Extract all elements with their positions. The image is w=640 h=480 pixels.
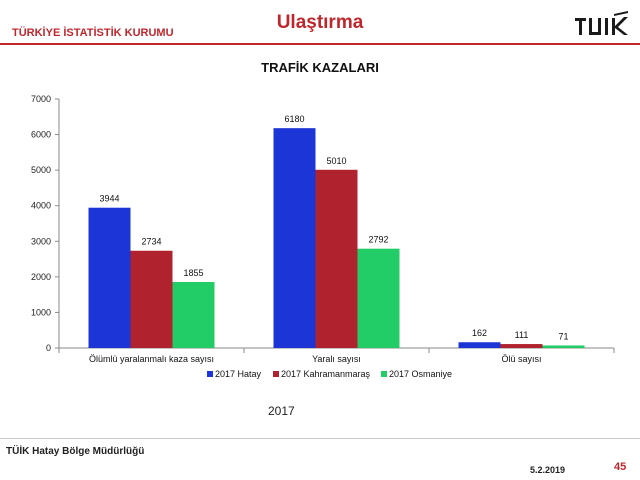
data-label: 5010: [326, 156, 346, 166]
y-tick-label: 1000: [31, 307, 51, 317]
bar-chart: 0 1000 2000 3000 4000 5000 6000 7000 3944 2734 185…: [31, 94, 615, 379]
bar: [500, 344, 543, 348]
footer-org: TÜİK Hatay Bölge Müdürlüğü: [6, 446, 145, 457]
page-number: 45: [614, 461, 627, 473]
footer-date: 5.2.2019: [530, 465, 566, 475]
legend-label: 2017 Hatay: [215, 369, 262, 379]
y-tick-label: 3000: [31, 236, 51, 246]
y-tick-label: 5000: [31, 165, 51, 175]
x-category-label: Ölü sayısı: [501, 354, 541, 364]
chart-title: TRAFİK KAZALARI: [261, 60, 379, 75]
org-name: TÜRKİYE İSTATİSTİK KURUMU: [12, 27, 174, 39]
data-label: 2792: [368, 235, 388, 245]
page-title: Ulaştırma: [276, 12, 364, 33]
legend-label: 2017 Kahramanmaraş: [281, 369, 371, 379]
data-label: 71: [558, 331, 568, 341]
y-tick-label: 6000: [31, 130, 51, 140]
data-label: 111: [515, 330, 529, 340]
legend-swatch: [273, 371, 279, 377]
y-tick-label: 0: [46, 343, 51, 353]
legend-label: 2017 Osmaniye: [389, 369, 452, 379]
header-divider: [0, 43, 640, 45]
legend-swatch: [381, 371, 387, 377]
footer-divider: [0, 438, 640, 439]
bar: [315, 169, 358, 348]
tuik-logo: [575, 11, 628, 35]
bar: [542, 345, 585, 348]
bar: [458, 342, 501, 348]
data-label: 6180: [284, 114, 304, 124]
x-category-label: Yaralı sayısı: [312, 354, 361, 364]
year-label: 2017: [268, 404, 295, 418]
data-label: 3944: [99, 194, 119, 204]
y-tick-label: 7000: [31, 94, 51, 104]
x-category-label: Ölümlü yaralanmalı kaza sayısı: [89, 354, 214, 364]
y-tick-label: 2000: [31, 272, 51, 282]
bar: [88, 207, 131, 348]
bar: [130, 250, 173, 348]
data-label: 1855: [183, 268, 203, 278]
bar: [273, 128, 316, 348]
bar: [357, 248, 400, 348]
bar: [172, 282, 215, 348]
data-label: 2734: [141, 237, 161, 247]
legend-swatch: [207, 371, 213, 377]
data-label: 162: [472, 328, 487, 338]
y-tick-label: 4000: [31, 201, 51, 211]
